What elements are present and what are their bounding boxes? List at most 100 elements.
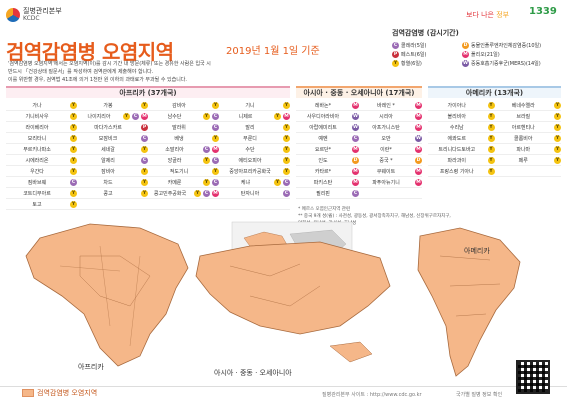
country-name: 가나 <box>32 102 42 109</box>
disease-badge-y: Y <box>392 59 399 67</box>
disease-badge-p: P <box>141 123 148 131</box>
table-row: 에콰도르 Y 콜롬비아 Y <box>428 133 561 144</box>
country-cell: 기니 Y <box>219 100 290 110</box>
country-cell: 인도 D <box>296 155 359 165</box>
disease-badge-m: M <box>462 50 469 58</box>
africa-header: 아프리카 (37개국) <box>6 86 290 98</box>
country-name: 레바논* <box>314 102 332 109</box>
country-cell: 베네수엘라 Y <box>495 100 561 110</box>
country-cell: 모잠비크 C <box>77 133 148 143</box>
disease-badge-y: Y <box>212 101 219 109</box>
country-name: 마다가스카르 <box>94 124 122 131</box>
disease-badge-y: Y <box>274 112 281 120</box>
country-cell: 우간다 Y <box>6 166 77 176</box>
country-name: 수단 <box>245 146 255 153</box>
country-cell: 말라위 C <box>148 122 219 132</box>
disease-badge-y: Y <box>554 101 561 109</box>
disease-badge-m: M <box>141 112 148 120</box>
disease-badge-m: M <box>212 145 219 153</box>
country-name: 오만 <box>381 135 391 142</box>
disease-badge-y: Y <box>70 200 77 208</box>
page-header: 질병관리본부 KCDC 보다 나은 정부 1339 <box>6 4 561 36</box>
country-name: 시리아 <box>379 113 393 120</box>
kcdc-site-link[interactable]: 질병관리본부 사이트 : http://www.cdc.go.kr <box>322 392 422 398</box>
disease-badge-y: Y <box>487 145 495 153</box>
country-name: 차드 <box>103 179 113 186</box>
country-name: 코트디부아르 <box>23 190 51 197</box>
country-name: 토고 <box>32 201 42 208</box>
asia-table: 아시아 · 중동 · 오세아니아 (17개국) 레바논* M 바레인 * M 사우디아라… <box>296 86 422 199</box>
country-cell: 모리타니 Y <box>6 133 77 143</box>
country-cell: 볼리비아 Y <box>428 111 495 121</box>
disease-badge-c: C <box>132 112 139 120</box>
page-title: 검역감염병 오염지역 <box>6 40 174 64</box>
country-cell: 파나마 Y <box>495 144 561 154</box>
country-name: 세네갈 <box>101 146 115 153</box>
country-cell: 짐바브웨 C <box>6 177 77 187</box>
country-cell: 레바논* M <box>296 100 359 110</box>
table-row: 기니비사우 Y 나이지리아 Y C M 남수단 Y C 니제르 Y M <box>6 111 290 122</box>
table-row: 수리남 Y 아르헨티나 Y <box>428 122 561 133</box>
country-cell: 수리남 Y <box>428 122 495 132</box>
disease-badge-w: W <box>462 59 469 67</box>
legend-item-label: 페스트(6일) <box>401 51 427 58</box>
america-header: 아메리카 (13개국) <box>428 86 561 98</box>
country-cell: 감비아 Y <box>148 100 219 110</box>
disease-badge-m: M <box>283 112 290 120</box>
legend-item-label: 폴리오(21일) <box>471 51 500 58</box>
country-cell: 차드 Y <box>77 177 148 187</box>
country-cell: 프랑스령 기아나 Y <box>428 166 495 176</box>
country-name: 라이베리아 <box>25 124 49 131</box>
table-row: 우간다 Y 잠비아 Y 적도기니 Y 중앙아프리카공화국 Y <box>6 166 290 177</box>
legend-title: 검역감염병 (감시기간) <box>392 29 459 37</box>
kcdc-logo: 질병관리본부 KCDC <box>6 4 76 32</box>
country-name: 가봉 <box>103 102 113 109</box>
disease-badge-m: M <box>212 189 219 197</box>
legend-item-label: 콜레라(5일) <box>401 42 427 49</box>
country-name: 파나마 <box>516 146 531 153</box>
disease-badge-y: Y <box>141 145 148 153</box>
country-cell: 사우디아라비아 W <box>296 111 359 121</box>
country-cell: 시에라리온 Y <box>6 155 77 165</box>
disease-badge-m: M <box>415 123 422 131</box>
country-cell: 아프가니스탄 M <box>359 122 422 132</box>
table-row: 파라과이 Y 페루 Y <box>428 155 561 166</box>
country-cell: 남수단 Y C <box>148 111 219 121</box>
disease-badge-y: Y <box>283 123 290 131</box>
disease-badge-y: Y <box>70 189 77 197</box>
disease-badge-y: Y <box>487 134 495 142</box>
table-row: 부르키나파소 Y 세네갈 Y 소말리아 C M 수단 Y <box>6 144 290 155</box>
country-name: 인도 <box>318 157 328 164</box>
disease-badge-y: Y <box>70 134 77 142</box>
country-cell: 콜롬비아 Y <box>495 133 561 143</box>
country-cell: 토고 Y <box>6 199 77 209</box>
country-cell: 부룬디 Y <box>219 133 290 143</box>
disease-badge-y: Y <box>123 112 130 120</box>
qr-code-icon[interactable] <box>516 360 550 394</box>
country-name: 모리타니 <box>27 135 47 142</box>
disease-badge-y: Y <box>274 178 281 186</box>
disease-badge-y: Y <box>554 112 561 120</box>
table-row: 가이아나 Y 베네수엘라 Y <box>428 100 561 111</box>
country-name: 트리니다드토바고 <box>438 146 476 153</box>
disease-badge-y: Y <box>70 167 77 175</box>
table-row: 카타르* M 쿠웨이트 M <box>296 166 422 177</box>
disease-badge-y: Y <box>212 134 219 142</box>
disease-badge-c: C <box>283 178 290 186</box>
country-name: 말라위 <box>172 124 186 131</box>
country-cell: 오만 W <box>359 133 422 143</box>
table-row: 파키스탄 M 파푸아뉴기니 M <box>296 177 422 188</box>
disease-badge-w: W <box>415 134 422 142</box>
table-row: 아랍에미리트 W 아프가니스탄 M <box>296 122 422 133</box>
country-name: 콩고민주공화국 <box>153 190 187 197</box>
table-row: 인도 D 중국 * D <box>296 155 422 166</box>
table-row: 레바논* M 바레인 * M <box>296 100 422 111</box>
disease-badge-m: M <box>352 101 359 109</box>
table-row: 시에라리온 Y 알제리 C 앙골라 Y C 에티오피아 Y <box>6 155 290 166</box>
country-name: 시에라리온 <box>25 157 49 164</box>
country-name: 카메룬 <box>167 179 182 186</box>
country-name: 모잠비크 <box>98 135 118 142</box>
disease-badge-y: Y <box>554 134 561 142</box>
country-cell: 에콰도르 Y <box>428 133 495 143</box>
country-name: 탄자니아 <box>240 190 260 197</box>
